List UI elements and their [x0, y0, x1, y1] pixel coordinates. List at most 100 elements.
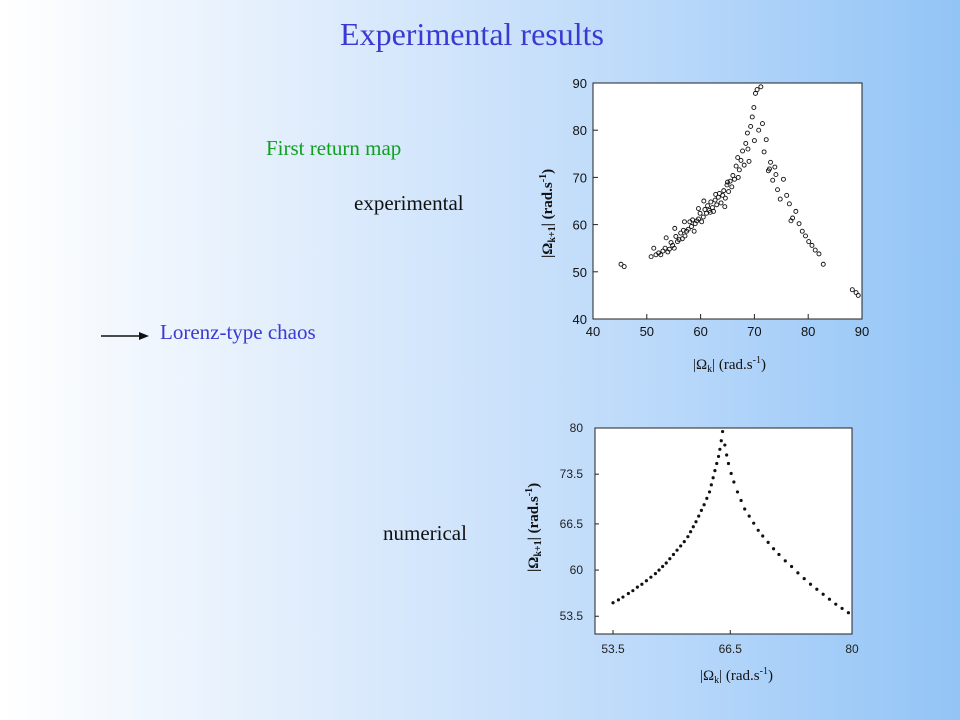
data-point	[746, 158, 752, 164]
data-point	[732, 176, 737, 182]
data-point	[729, 471, 733, 476]
data-point	[675, 548, 679, 552]
data-point	[673, 233, 679, 239]
data-point	[718, 200, 724, 206]
data-point	[724, 182, 730, 188]
data-point	[802, 576, 806, 581]
data-point	[751, 138, 757, 144]
data-point	[682, 540, 686, 544]
data-point	[709, 483, 713, 487]
x-tick-label: 50	[640, 324, 654, 339]
x-tick-label: 80	[845, 642, 859, 656]
data-point	[803, 233, 808, 239]
numerical-label: numerical	[383, 521, 467, 545]
experimental-label: experimental	[354, 191, 464, 215]
data-point	[766, 540, 770, 544]
x-tick-label: 90	[855, 324, 869, 339]
data-point	[754, 87, 760, 93]
data-point	[720, 192, 726, 198]
data-point	[691, 525, 695, 529]
x-tick-label: 40	[586, 324, 600, 339]
data-point	[666, 246, 672, 252]
data-point	[631, 589, 635, 593]
y-tick-label: 50	[573, 265, 587, 280]
data-point	[760, 121, 765, 127]
data-point	[648, 254, 654, 260]
data-point	[671, 552, 676, 557]
data-point	[815, 587, 819, 591]
data-point	[700, 214, 706, 220]
data-point	[708, 199, 714, 205]
data-point	[686, 535, 690, 539]
data-point	[713, 191, 719, 197]
data-point	[768, 159, 773, 165]
numerical-x-axis-label: |Ωk| (rad.s-1)	[700, 666, 773, 686]
data-point	[775, 187, 780, 193]
data-point	[695, 216, 701, 222]
data-point	[749, 114, 755, 120]
data-point	[663, 235, 669, 241]
data-point	[784, 192, 790, 198]
data-point	[653, 572, 658, 576]
experimental-axis-ticks: 40 50 60 70 80 90 40 50 60 70 80 90	[573, 76, 870, 339]
data-point	[767, 166, 772, 172]
data-point	[680, 227, 686, 233]
data-point	[747, 514, 751, 518]
data-point	[821, 592, 825, 596]
data-point	[722, 204, 728, 210]
x-tick-label: 80	[801, 324, 815, 339]
data-point	[720, 429, 725, 434]
data-point	[705, 496, 709, 500]
data-point	[789, 564, 794, 569]
data-point	[626, 591, 630, 596]
data-point	[796, 571, 800, 575]
data-point	[691, 228, 697, 234]
data-point	[721, 188, 727, 194]
data-point	[697, 514, 701, 518]
data-point	[773, 172, 779, 178]
data-point	[679, 544, 683, 548]
data-point	[695, 206, 701, 212]
y-tick-label: 80	[570, 421, 584, 435]
data-point	[827, 597, 832, 601]
data-point	[697, 210, 703, 216]
data-point	[651, 245, 657, 251]
data-point	[806, 239, 812, 245]
data-point	[786, 201, 792, 207]
data-point	[707, 209, 713, 215]
data-point	[799, 228, 805, 234]
data-point	[649, 575, 653, 579]
data-point	[770, 177, 776, 183]
data-point	[772, 164, 778, 170]
y-tick-label: 60	[573, 218, 587, 233]
data-point	[758, 84, 764, 90]
x-tick-label: 66.5	[719, 642, 743, 656]
data-point	[735, 155, 741, 161]
y-tick-label: 73.5	[560, 467, 584, 481]
data-point	[796, 221, 802, 227]
data-point	[740, 148, 746, 154]
data-point	[715, 461, 719, 466]
data-point	[725, 179, 730, 185]
data-point	[661, 564, 665, 569]
data-point	[679, 236, 685, 242]
data-point	[739, 498, 743, 503]
data-point	[658, 252, 664, 258]
data-point	[816, 251, 822, 257]
data-point	[783, 559, 787, 563]
data-point	[771, 547, 776, 551]
data-point	[738, 157, 744, 163]
data-point	[809, 242, 815, 248]
slide-title: Experimental results	[340, 16, 604, 52]
data-point	[732, 480, 736, 484]
data-point	[672, 225, 678, 231]
data-point	[711, 476, 715, 480]
numerical-axis-ticks: 53.5 66.5 80 53.5 60 66.5 73.5 80	[560, 421, 859, 656]
data-point	[745, 146, 751, 152]
data-point	[761, 534, 765, 538]
data-point	[834, 602, 838, 606]
data-point	[751, 105, 757, 110]
data-point	[690, 217, 695, 223]
data-point	[711, 208, 716, 214]
